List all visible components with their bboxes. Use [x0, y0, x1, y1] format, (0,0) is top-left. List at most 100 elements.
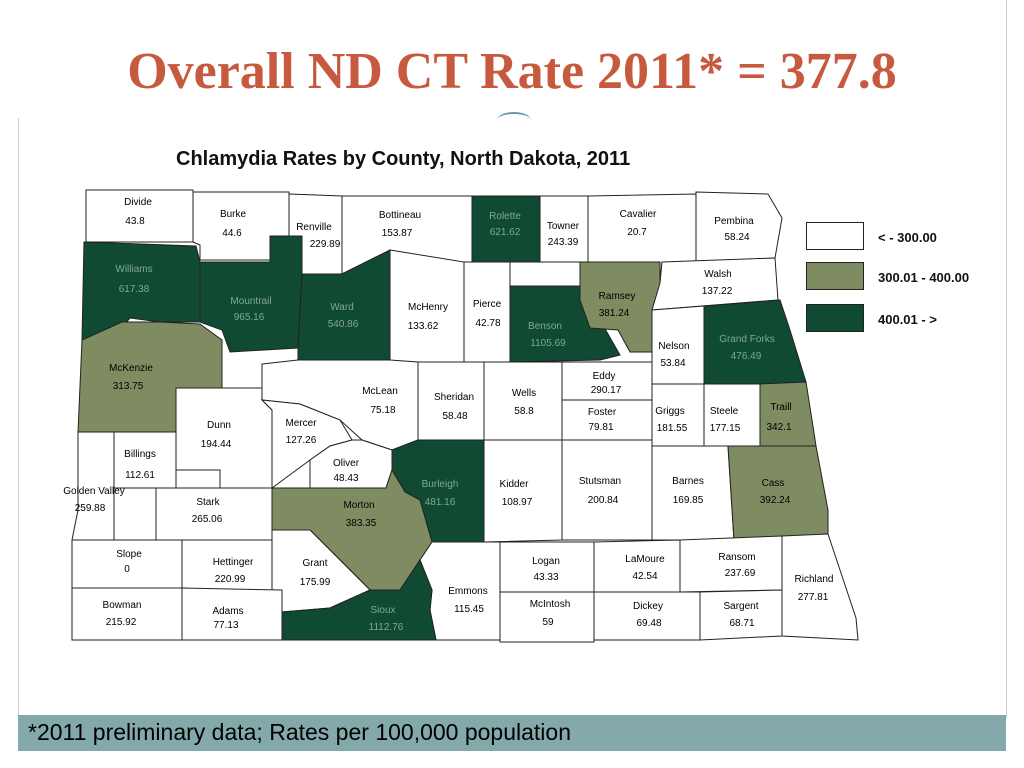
county-logan — [499, 541, 595, 593]
county-rate-grant: 175.99 — [300, 577, 331, 588]
county-name-renville: Renville — [296, 222, 332, 233]
county-name-dunn: Dunn — [207, 420, 231, 431]
county-rate-cass: 392.24 — [760, 495, 791, 506]
county-rate-billings: 112.61 — [125, 470, 155, 481]
county-rate-slope: 0 — [124, 564, 130, 575]
county-name-eddy: Eddy — [593, 371, 616, 382]
county-rate-stutsman: 200.84 — [588, 495, 619, 506]
county-name-mcintosh: McIntosh — [530, 599, 571, 610]
county-name-grand-forks: Grand Forks — [719, 334, 775, 345]
county-rate-morton: 383.35 — [346, 518, 377, 529]
county-rate-sargent: 68.71 — [729, 618, 754, 629]
county-rate-wells: 58.8 — [514, 406, 534, 417]
county-name-ward: Ward — [330, 302, 354, 313]
county-name-divide: Divide — [124, 197, 152, 208]
legend-row-low: < - 300.00 — [806, 222, 1006, 252]
county-rate-divide: 43.8 — [125, 216, 145, 227]
legend-label-high: 400.01 - > — [878, 312, 937, 327]
county-rate-dunn: 194.44 — [201, 439, 232, 450]
county-name-burleigh: Burleigh — [422, 479, 459, 490]
county-rate-emmons: 115.45 — [454, 604, 484, 615]
county-name-mchenry: McHenry — [408, 302, 448, 313]
county-name-rolette: Rolette — [489, 211, 521, 222]
county-rate-cavalier: 20.7 — [627, 227, 647, 238]
county-name-cavalier: Cavalier — [620, 209, 657, 220]
county-name-ransom: Ransom — [718, 552, 755, 563]
county-name-bowman: Bowman — [103, 600, 142, 611]
county-dunn — [175, 387, 273, 489]
county-name-mckenzie: McKenzie — [109, 363, 153, 374]
county-rate-towner: 243.39 — [548, 237, 579, 248]
right-border-rule — [1006, 0, 1007, 118]
county-name-hettinger: Hettinger — [213, 557, 254, 568]
county-rate-burke: 44.6 — [222, 228, 242, 239]
legend-row-high: 400.01 - > — [806, 304, 1006, 334]
county-cass — [727, 445, 829, 541]
county-rate-sheridan: 58.48 — [442, 411, 467, 422]
county-name-sioux: Sioux — [370, 605, 395, 616]
county-rate-mountrail: 965.16 — [234, 312, 265, 323]
county-lamoure — [593, 539, 681, 593]
footnote-text: *2011 preliminary data; Rates per 100,00… — [28, 719, 571, 745]
county-name-lamoure: LaMoure — [625, 554, 665, 565]
slide-title: Overall ND CT Rate 2011* = 377.8 — [127, 43, 897, 100]
county-name-richland: Richland — [795, 574, 834, 585]
county-name-griggs: Griggs — [655, 406, 684, 417]
map-title: Chlamydia Rates by County, North Dakota,… — [176, 148, 631, 170]
county-name-ramsey: Ramsey — [599, 291, 636, 302]
county-rate-richland: 277.81 — [798, 592, 829, 603]
county-rate-pierce: 42.78 — [475, 318, 500, 329]
legend-swatch-high — [806, 304, 864, 332]
county-bowman — [71, 587, 183, 641]
county-name-oliver: Oliver — [333, 458, 360, 469]
county-name-traill: Traill — [770, 402, 791, 413]
county-rate-renville: 229.89 — [310, 239, 341, 250]
county-name-adams: Adams — [212, 606, 243, 617]
county-rate-bottineau: 153.87 — [382, 228, 413, 239]
county-name-wells: Wells — [512, 388, 536, 399]
county-rate-oliver: 48.43 — [333, 473, 358, 484]
county-name-mountrail: Mountrail — [230, 296, 271, 307]
county-rate-mchenry: 133.62 — [408, 321, 439, 332]
county-foster — [561, 399, 653, 441]
county-name-sheridan: Sheridan — [434, 392, 474, 403]
county-rate-mercer: 127.26 — [286, 435, 317, 446]
county-name-burke: Burke — [220, 209, 247, 220]
right-border-rule-lower — [1006, 118, 1007, 718]
county-rate-sioux: 1112.76 — [369, 622, 404, 633]
county-name-mercer: Mercer — [285, 418, 317, 429]
county-name-grant: Grant — [302, 558, 327, 569]
county-pembina — [695, 191, 783, 263]
decorative-swoosh — [497, 112, 531, 128]
county-name-sargent: Sargent — [723, 601, 758, 612]
county-rate-griggs: 181.55 — [657, 423, 688, 434]
county-pierce — [463, 261, 511, 363]
county-richland — [781, 533, 859, 641]
county-rate-adams: 77.13 — [213, 620, 238, 631]
county-name-towner: Towner — [547, 221, 580, 232]
county-name-nelson: Nelson — [658, 341, 689, 352]
county-name-steele: Steele — [710, 406, 739, 417]
footnote-bar: *2011 preliminary data; Rates per 100,00… — [18, 715, 1006, 751]
county-rate-foster: 79.81 — [588, 422, 613, 433]
county-rate-lamoure: 42.54 — [632, 571, 657, 582]
legend-label-mid: 300.01 - 400.00 — [878, 270, 970, 285]
county-rate-steele: 177.15 — [710, 423, 741, 434]
county-name-cass: Cass — [762, 478, 785, 489]
county-name-pierce: Pierce — [473, 299, 502, 310]
legend-swatch-mid — [806, 262, 864, 290]
county-rate-mcintosh: 59 — [542, 617, 554, 628]
county-name-golden-valley: Golden Valley — [63, 486, 125, 497]
county-rate-dickey: 69.48 — [636, 618, 661, 629]
county-rate-traill: 342.1 — [766, 422, 791, 433]
county-barnes — [651, 445, 735, 541]
county-rate-benson: 1105.69 — [530, 338, 566, 349]
county-name-williams: Williams — [115, 264, 152, 275]
county-wells — [483, 361, 563, 441]
county-name-kidder: Kidder — [500, 479, 530, 490]
county-ransom — [679, 535, 783, 593]
county-rate-ramsey: 381.24 — [599, 308, 630, 319]
county-name-benson: Benson — [528, 321, 562, 332]
county-name-pembina: Pembina — [714, 216, 754, 227]
county-mcintosh — [499, 591, 595, 643]
